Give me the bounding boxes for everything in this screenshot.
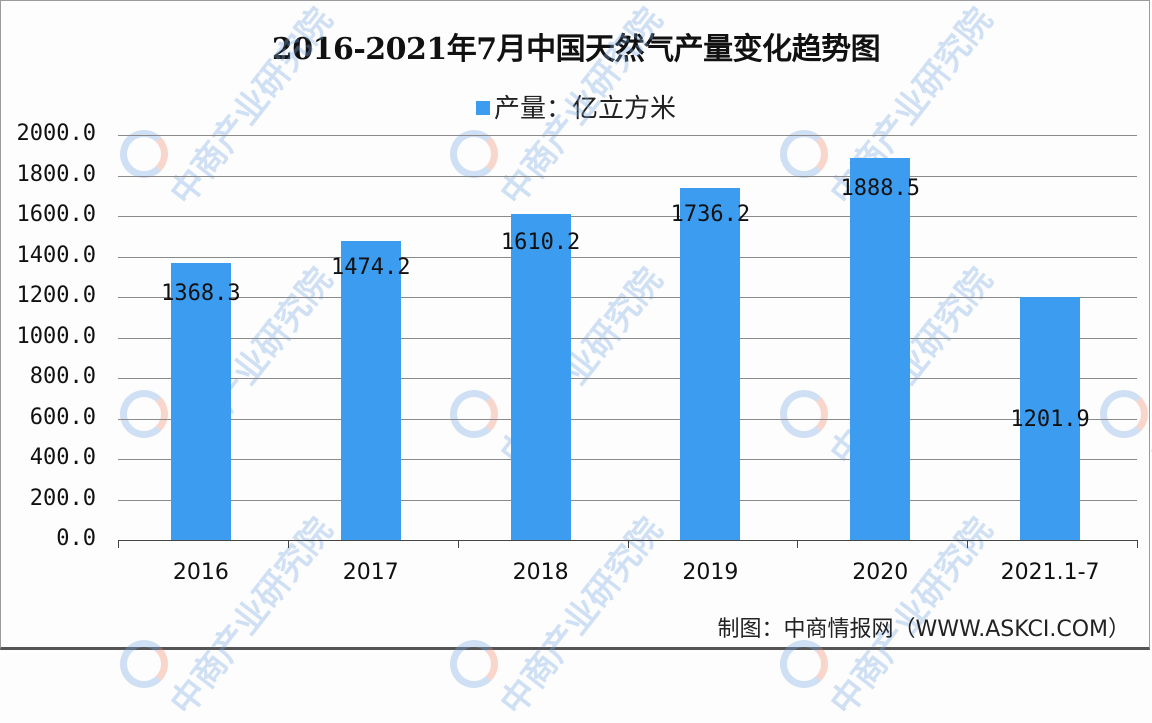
gridline: [118, 459, 1137, 460]
data-label: 1474.2: [331, 255, 411, 281]
x-tick-label: 2020: [852, 560, 909, 585]
bar-2019: [680, 188, 741, 540]
x-tick-label: 2021.1-7: [1000, 560, 1100, 585]
y-tick-label: 2000.0: [16, 121, 96, 146]
y-tick-label: 1400.0: [16, 242, 96, 268]
gridline: [118, 418, 1137, 420]
x-tick: [1137, 540, 1138, 548]
bar-2021.1-7: [1020, 296, 1081, 540]
data-label: 1368.3: [161, 280, 241, 306]
y-tick-label: 0.0: [56, 526, 96, 551]
data-label: 1201.9: [1010, 406, 1090, 432]
y-tick-label: 400.0: [29, 445, 96, 470]
gridline: [118, 135, 1137, 136]
bar-2018: [510, 213, 571, 540]
chart-title: 2016-2021年7月中国天然气产量变化趋势图: [271, 32, 881, 67]
chart-frame: [0, 0, 1150, 650]
x-tick-label: 2018: [512, 560, 569, 585]
gridline: [118, 216, 1137, 217]
gridline: [118, 256, 1137, 258]
y-tick-label: 600.0: [29, 404, 96, 430]
x-tick: [797, 540, 799, 548]
data-label: 1610.2: [500, 229, 581, 255]
y-tick-label: 800.0: [29, 364, 96, 389]
x-tick: [118, 540, 119, 548]
x-tick-label: 2019: [682, 560, 739, 585]
source-credit: 制图：中商情报网（WWW.ASKCI.COM）: [717, 617, 1130, 642]
x-tick: [967, 540, 969, 548]
y-tick-label: 200.0: [29, 485, 96, 511]
gridline: [118, 337, 1137, 339]
data-label: 1888.5: [840, 175, 920, 201]
bar-2016: [170, 262, 231, 540]
gridline: [118, 175, 1137, 177]
legend-label: 产量：亿立方米: [493, 94, 676, 124]
y-tick-label: 1000.0: [16, 323, 96, 349]
y-tick-label: 1200.0: [16, 283, 96, 308]
gridline: [118, 499, 1137, 501]
bar-2020: [850, 157, 911, 540]
legend: 产量：亿立方米: [0, 88, 1152, 125]
x-tick-label: 2016: [172, 560, 229, 585]
x-tick-label: 2017: [342, 560, 399, 585]
x-tick: [627, 540, 629, 548]
gridline: [118, 297, 1137, 298]
bar-2017: [340, 241, 401, 540]
legend-swatch-icon: [475, 101, 490, 115]
x-tick: [457, 540, 459, 548]
y-tick-label: 1800.0: [16, 161, 96, 187]
data-label: 1736.2: [670, 202, 751, 228]
x-tick: [287, 540, 289, 548]
y-tick-label: 1600.0: [16, 202, 96, 227]
gridline: [118, 378, 1137, 379]
